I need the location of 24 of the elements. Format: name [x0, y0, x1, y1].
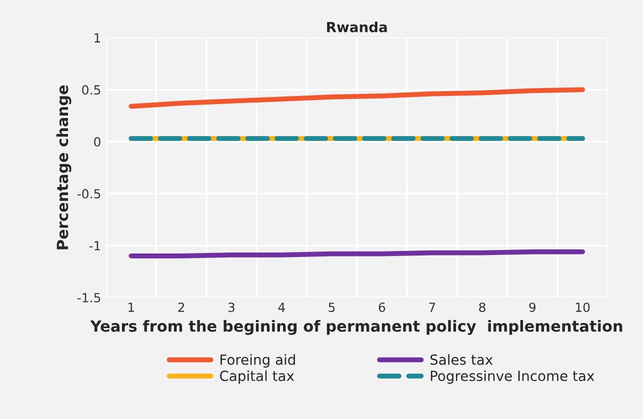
- legend-label: Capital tax: [220, 370, 294, 384]
- x-tick-label: 3: [228, 302, 234, 312]
- line-series: [128, 87, 585, 109]
- x-tick-label: 4: [278, 302, 285, 312]
- y-tick-label: 1: [94, 33, 100, 42]
- y-tick-label: 0.5: [82, 85, 100, 95]
- x-tick-label: 2: [178, 302, 184, 312]
- x-tick-label: 6: [378, 302, 386, 312]
- y-tick-label: -0.5: [77, 189, 100, 199]
- y-tick-label: 0: [94, 137, 100, 147]
- y-tick-label: -1: [89, 241, 100, 250]
- x-tick-label: 5: [328, 302, 335, 312]
- x-tick-label: 1: [128, 302, 134, 312]
- y-axis-title: Percentage change: [56, 85, 72, 250]
- x-tick-label: 10: [576, 302, 590, 312]
- y-tick-label: -1.5: [77, 293, 100, 302]
- x-tick-label: 7: [429, 302, 436, 312]
- legend-label: Sales tax: [430, 354, 493, 365]
- chart-title: Rwanda: [327, 22, 387, 32]
- legend-label: Foreing aid: [220, 354, 295, 368]
- x-axis-title: Years from the begining of permanent policy implementation: [90, 320, 622, 335]
- x-tick-label: 8: [479, 302, 486, 312]
- x-tick-label: 9: [529, 302, 536, 312]
- legend-label: Pogressinve Income tax: [430, 370, 594, 384]
